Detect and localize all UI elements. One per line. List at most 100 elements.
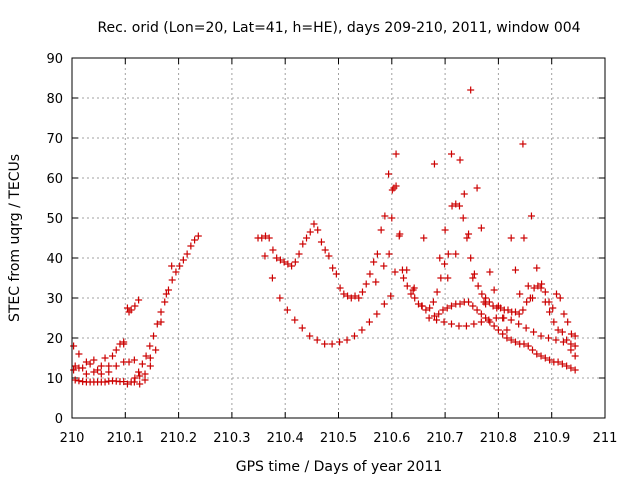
data-point (146, 342, 154, 350)
data-point (380, 262, 388, 270)
data-point (529, 294, 537, 302)
y-tick-label: 30 (46, 292, 63, 307)
data-point (366, 270, 374, 278)
data-point (157, 318, 165, 326)
y-tick-label: 80 (46, 92, 63, 107)
data-point (558, 360, 566, 368)
data-point (112, 362, 120, 370)
data-point (395, 232, 403, 240)
data-point (130, 356, 138, 364)
data-point (75, 377, 83, 385)
data-point (549, 304, 557, 312)
data-point (325, 252, 333, 260)
data-point (317, 238, 325, 246)
data-point (362, 280, 370, 288)
x-tick-label: 210.5 (320, 431, 357, 446)
data-point (365, 318, 373, 326)
y-tick-label: 40 (46, 252, 63, 267)
data-point (135, 368, 143, 376)
data-point (567, 330, 575, 338)
data-point (456, 156, 464, 164)
data-point (418, 302, 426, 310)
data-point (490, 322, 498, 330)
data-point (470, 270, 478, 278)
data-point (455, 202, 463, 210)
data-point (552, 290, 560, 298)
data-point (373, 250, 381, 258)
data-point (444, 250, 452, 258)
data-point (146, 362, 154, 370)
data-point (486, 318, 494, 326)
data-point (441, 226, 449, 234)
data-point (460, 190, 468, 198)
data-point (522, 324, 530, 332)
data-point (430, 312, 438, 320)
data-point (465, 230, 473, 238)
y-tick-label: 90 (46, 52, 63, 67)
data-point (520, 340, 528, 348)
data-point (347, 294, 355, 302)
data-point (564, 318, 572, 326)
data-point (504, 306, 512, 314)
data-point (515, 310, 523, 318)
data-point (273, 254, 281, 262)
y-tick-label: 20 (46, 332, 63, 347)
data-point (486, 268, 494, 276)
data-point (142, 352, 150, 360)
data-point (120, 378, 128, 386)
data-point (94, 366, 102, 374)
data-point (162, 290, 170, 298)
x-tick-label: 210.2 (160, 431, 197, 446)
y-tick-label: 10 (46, 372, 63, 387)
data-point (295, 250, 303, 258)
data-point (478, 290, 486, 298)
data-point (441, 260, 449, 268)
data-point (291, 258, 299, 266)
data-point (136, 372, 144, 380)
data-point (511, 338, 519, 346)
data-point (444, 274, 452, 282)
data-point (433, 288, 441, 296)
data-point (381, 212, 389, 220)
data-point (358, 326, 366, 334)
data-point (533, 350, 541, 358)
data-point (455, 322, 463, 330)
data-point (344, 292, 352, 300)
grid-lines (72, 58, 605, 418)
data-point (530, 284, 538, 292)
data-point (298, 324, 306, 332)
data-point (563, 362, 571, 370)
data-point (503, 334, 511, 342)
x-tick-label: 210.4 (267, 431, 304, 446)
data-point (467, 86, 475, 94)
data-point (138, 360, 146, 368)
data-point (90, 368, 98, 376)
data-point (168, 276, 176, 284)
data-point (75, 350, 83, 358)
data-point (516, 290, 524, 298)
y-tick-label: 0 (55, 412, 63, 427)
data-point (563, 336, 571, 344)
plot-frame (71, 57, 606, 419)
data-point (299, 240, 307, 248)
data-point (422, 306, 430, 314)
data-point (82, 370, 90, 378)
data-point (123, 304, 131, 312)
data-point (448, 202, 456, 210)
data-point (411, 294, 419, 302)
data-point (112, 346, 120, 354)
data-point (191, 236, 199, 244)
data-point (511, 308, 519, 316)
data-point (537, 332, 545, 340)
data-point (511, 266, 519, 274)
data-point (385, 250, 393, 258)
data-point (560, 310, 568, 318)
data-point (494, 302, 502, 310)
data-point (97, 362, 105, 370)
data-point (477, 224, 485, 232)
data-point (109, 352, 117, 360)
data-point (470, 320, 478, 328)
data-point (71, 362, 79, 370)
data-point (358, 288, 366, 296)
data-point (141, 376, 149, 384)
